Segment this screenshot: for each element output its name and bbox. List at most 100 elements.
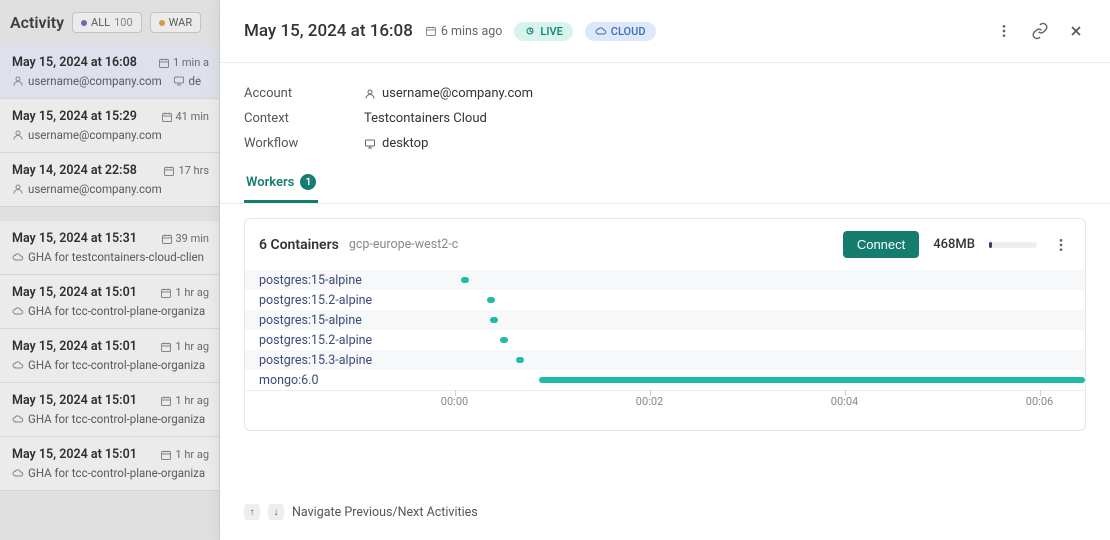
activity-subtext: GHA for tcc-control-plane-organiza: [28, 304, 205, 318]
activity-ago: 39 min: [161, 232, 210, 245]
live-label: LIVE: [540, 25, 562, 38]
activity-timestamp: May 15, 2024 at 15:01: [12, 285, 137, 300]
timeline-row: postgres:15.3-alpine: [245, 350, 1085, 370]
timeline-axis: 00:00 00:02 00:04 00:06: [245, 390, 1085, 420]
nav-hint-text: Navigate Previous/Next Activities: [292, 505, 478, 520]
detail-meta: Accountusername@company.comContextTestco…: [220, 63, 1110, 166]
detail-panel: May 15, 2024 at 16:08 6 mins ago LIVE CL…: [220, 0, 1110, 540]
worker-panel: 6 Containers gcp-europe-west2-c Connect …: [244, 218, 1086, 431]
timeline-row: mongo:6.0: [245, 370, 1085, 390]
calendar-icon: [425, 25, 437, 37]
activity-item[interactable]: May 15, 2024 at 15:011 hr agGHA for tcc-…: [0, 329, 219, 383]
axis-tick: 00:06: [1026, 395, 1053, 408]
activity-subtext: GHA for testcontainers-cloud-clien: [28, 250, 204, 264]
activity-ago: 1 hr ag: [160, 286, 209, 299]
cloud-badge: CLOUD: [585, 22, 656, 41]
activity-subtext: GHA for tcc-control-plane-organiza: [28, 412, 205, 426]
timeline-bar: [461, 277, 469, 283]
filter-all-count: 100: [114, 16, 133, 29]
meta-label: Workflow: [244, 136, 364, 151]
filter-warn[interactable]: WAR: [150, 12, 201, 33]
timeline-row: postgres:15-alpine: [245, 310, 1085, 330]
meta-row: Accountusername@company.com: [244, 81, 1086, 106]
tab-workers[interactable]: Workers 1: [244, 166, 318, 203]
header-actions: [994, 21, 1086, 41]
activity-ago: 41 min: [161, 110, 210, 123]
timeline: postgres:15-alpine postgres:15.2-alpine po…: [245, 270, 1085, 430]
filter-all[interactable]: ALL 100: [72, 12, 142, 33]
memory-bar: [989, 242, 1037, 248]
detail-header: May 15, 2024 at 16:08 6 mins ago LIVE CL…: [220, 0, 1110, 62]
meta-value: Testcontainers Cloud: [364, 111, 487, 126]
more-vertical-icon: [1053, 237, 1069, 253]
meta-value: desktop: [364, 136, 428, 151]
timeline-bar: [487, 297, 495, 303]
activity-timestamp: May 15, 2024 at 15:01: [12, 339, 137, 354]
memory-label: 468MB: [933, 237, 975, 252]
close-button[interactable]: [1066, 21, 1086, 41]
tab-workers-count: 1: [300, 174, 316, 190]
live-badge: LIVE: [514, 22, 572, 41]
activity-timestamp: May 14, 2024 at 22:58: [12, 163, 137, 178]
filter-warn-label: WAR: [169, 16, 192, 29]
timeline-row: postgres:15.2-alpine: [245, 330, 1085, 350]
meta-label: Account: [244, 86, 364, 101]
axis-tick: 00:02: [636, 395, 663, 408]
connect-button[interactable]: Connect: [843, 231, 919, 258]
container-name: postgres:15.3-alpine: [245, 353, 435, 368]
detail-title: May 15, 2024 at 16:08: [244, 21, 413, 41]
container-name: postgres:15.2-alpine: [245, 333, 435, 348]
activity-ago: 1 hr ag: [160, 394, 209, 407]
key-up: ↑: [244, 504, 260, 520]
filter-all-label: ALL: [91, 16, 110, 29]
timeline-bar: [490, 317, 498, 323]
activity-timestamp: May 15, 2024 at 16:08: [12, 55, 137, 70]
activity-item[interactable]: May 15, 2024 at 15:011 hr agGHA for tcc-…: [0, 437, 219, 491]
detail-ago: 6 mins ago: [425, 24, 503, 39]
key-down: ↓: [268, 504, 284, 520]
activity-ago: 1 min a: [158, 56, 209, 69]
activity-item[interactable]: May 14, 2024 at 22:58 17 hrsusername@comp…: [0, 153, 219, 207]
worker-region: gcp-europe-west2-c: [349, 237, 459, 252]
activity-subtext: username@company.com: [28, 128, 162, 142]
timeline-bar: [516, 357, 524, 363]
activity-title: Activity: [10, 13, 64, 32]
activity-item[interactable]: May 15, 2024 at 16:08 1 min a username@com…: [0, 45, 219, 99]
activity-ago: 17 hrs: [163, 164, 209, 177]
worker-panel-head: 6 Containers gcp-europe-west2-c Connect …: [245, 219, 1085, 270]
link-button[interactable]: [1030, 21, 1050, 41]
activity-list: May 15, 2024 at 16:08 1 min a username@com…: [0, 45, 219, 491]
container-name: postgres:15-alpine: [245, 313, 435, 328]
activity-item[interactable]: May 15, 2024 at 15:2941 minusername@comp…: [0, 99, 219, 153]
timeline-bar: [500, 337, 508, 343]
link-icon: [1031, 22, 1049, 40]
timeline-row: postgres:15-alpine: [245, 270, 1085, 290]
meta-label: Context: [244, 111, 364, 126]
timeline-row: postgres:15.2-alpine: [245, 290, 1085, 310]
memory-fill: [989, 242, 992, 248]
activity-item[interactable]: May 15, 2024 at 15:01 1 hr ag GHA for tcc-…: [0, 275, 219, 329]
activity-item[interactable]: May 15, 2024 at 15:011 hr agGHA for tcc-…: [0, 383, 219, 437]
tabs: Workers 1: [220, 166, 1110, 203]
activity-subtext: username@company.com: [28, 182, 162, 196]
axis-tick: 00:04: [831, 395, 858, 408]
more-vertical-icon: [996, 23, 1012, 39]
container-name: postgres:15.2-alpine: [245, 293, 435, 308]
activity-subtext: username@company.com: [28, 74, 162, 88]
detail-ago-text: 6 mins ago: [441, 24, 503, 39]
activity-ago: 1 hr ag: [160, 448, 209, 461]
timeline-bar: [539, 377, 1085, 383]
worker-more-button[interactable]: [1051, 235, 1071, 255]
containers-count: 6 Containers: [259, 237, 339, 253]
nav-hint: ↑ ↓ Navigate Previous/Next Activities: [244, 504, 478, 520]
axis-tick: 00:00: [441, 395, 468, 408]
more-menu-button[interactable]: [994, 21, 1014, 41]
cloud-icon: [595, 25, 607, 37]
container-name: postgres:15-alpine: [245, 273, 435, 288]
activity-item[interactable]: May 15, 2024 at 15:3139 minGHA for testc…: [0, 221, 219, 275]
meta-value: username@company.com: [364, 86, 533, 101]
live-icon: [524, 25, 536, 37]
close-icon: [1068, 23, 1084, 39]
container-name: mongo:6.0: [245, 373, 435, 388]
meta-row: ContextTestcontainers Cloud: [244, 106, 1086, 131]
